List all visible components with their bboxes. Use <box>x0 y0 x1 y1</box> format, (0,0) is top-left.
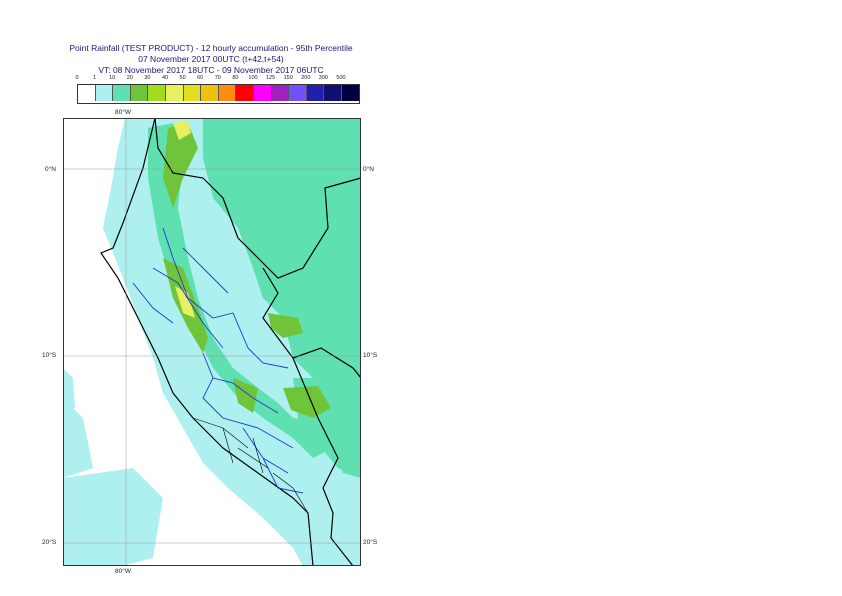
legend-label: 125 <box>266 75 276 81</box>
heavy-rain-band-north <box>163 123 198 208</box>
ocean-fill-strip <box>63 368 75 418</box>
legend-label: 1 <box>93 75 97 81</box>
legend-label: 200 <box>301 75 311 81</box>
country-border <box>100 118 361 566</box>
legend-swatch <box>130 85 149 101</box>
lon-label-top: 80°W <box>115 109 131 116</box>
lon-label-bottom: 80°W <box>115 568 131 575</box>
legend-swatch <box>113 85 131 101</box>
legend-label: 10 <box>109 75 116 81</box>
legend-swatch <box>253 85 272 101</box>
legend-swatch <box>218 85 237 101</box>
lat-label-right-2: 20°S <box>363 539 378 546</box>
map-frame <box>63 118 361 566</box>
legend-swatch <box>95 85 114 101</box>
legend-label: 40 <box>161 75 169 81</box>
legend-label: 50 <box>179 75 186 81</box>
ocean-fill-south <box>63 468 163 566</box>
title-line-1: Point Rainfall (TEST PRODUCT) - 12 hourl… <box>69 43 353 53</box>
lat-label-right-1: 10°S <box>363 352 378 359</box>
lat-label-right-0: 0°N <box>363 166 374 173</box>
legend-swatch <box>341 85 359 101</box>
lat-label-left-1: 10°S <box>42 352 57 359</box>
legend-swatch <box>165 85 184 101</box>
very-heavy-rain-central <box>175 286 195 318</box>
legend-label: 60 <box>197 75 204 81</box>
legend-swatch <box>289 85 307 101</box>
legend-swatch <box>148 85 166 101</box>
legend-label: 30 <box>144 75 151 81</box>
legend-label: 20 <box>126 75 133 81</box>
legend-swatch <box>236 85 254 101</box>
legend-label: 0 <box>75 75 79 81</box>
rainfall-map <box>63 118 361 566</box>
legend-swatch <box>78 85 96 101</box>
legend-label: 100 <box>248 75 258 81</box>
legend-swatch <box>271 85 290 101</box>
legend-label: 70 <box>214 75 221 81</box>
heavy-rain-east <box>283 386 331 418</box>
lat-label-left-0: 0°N <box>45 166 56 173</box>
legend-label: 80 <box>232 75 239 81</box>
legend-swatch <box>306 85 325 101</box>
title-line-2: 07 November 2017 00UTC (t+42,t+54) <box>138 54 284 64</box>
heavy-rain-central-east <box>268 313 303 338</box>
very-heavy-rain-north <box>173 121 191 140</box>
heavy-rain-band-south <box>233 378 258 413</box>
title-line-3: VT: 08 November 2017 18UTC - 09 November… <box>98 65 324 75</box>
legend-swatch <box>324 85 342 101</box>
district-borders <box>192 417 309 514</box>
legend-label: 150 <box>283 75 293 81</box>
dry-ocean-area <box>63 118 303 566</box>
legend-label: 300 <box>318 75 328 81</box>
legend-swatch <box>201 85 219 101</box>
legend-label: 500 <box>336 75 346 81</box>
color-legend <box>77 84 360 104</box>
lat-label-left-2: 20°S <box>42 539 57 546</box>
legend-swatch <box>183 85 202 101</box>
regional-borders <box>132 227 304 494</box>
